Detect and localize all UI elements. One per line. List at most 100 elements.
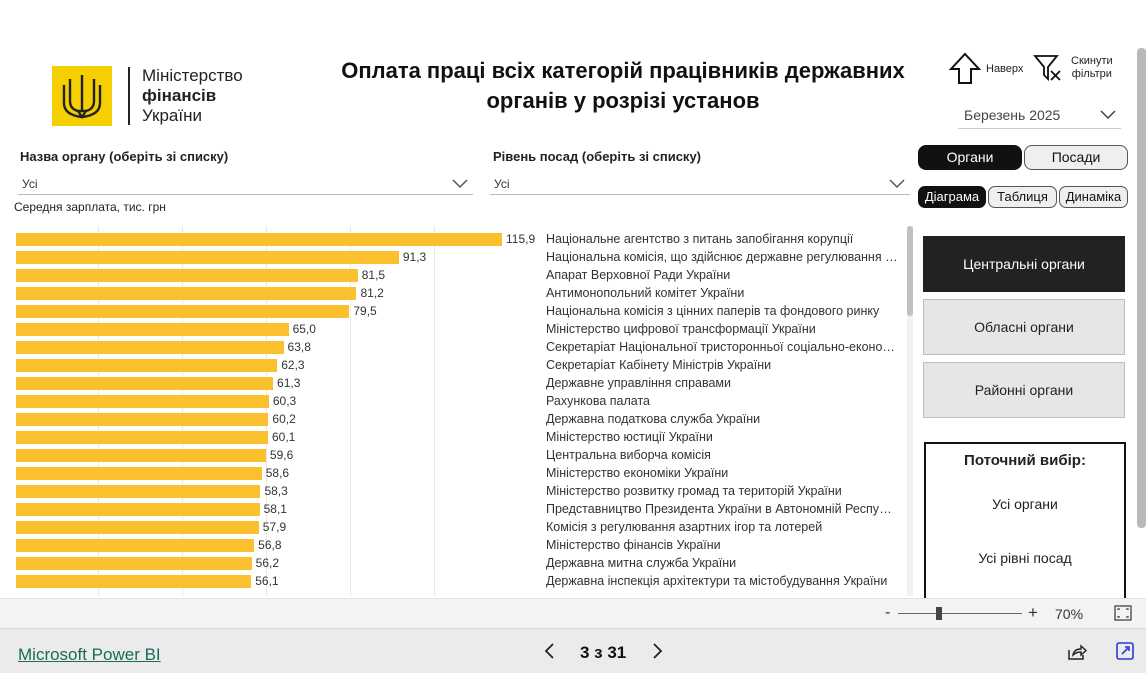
tab-table[interactable]: Таблиця xyxy=(988,186,1057,208)
chart-row[interactable]: 56,8 Міністерство фінансів України xyxy=(14,536,910,554)
chevron-down-icon xyxy=(889,179,905,189)
bar[interactable] xyxy=(16,377,274,390)
bar[interactable] xyxy=(16,269,358,282)
page-scrollbar[interactable] xyxy=(1137,48,1146,528)
bar[interactable] xyxy=(16,467,262,480)
bar[interactable] xyxy=(16,233,502,246)
toggle-organs[interactable]: Органи xyxy=(918,145,1022,170)
chart-row[interactable]: 60,2 Державна податкова служба України xyxy=(14,410,910,428)
bar[interactable] xyxy=(16,503,260,516)
current-positions: Усі рівні посад xyxy=(978,550,1072,566)
bar-category-label: Міністерство юстиції України xyxy=(546,430,713,444)
bar-category-label: Секретаріат Національної тристоронньої с… xyxy=(546,340,898,354)
chart-row[interactable]: 61,3 Державне управління справами xyxy=(14,374,910,392)
chart-row[interactable]: 60,3 Рахункова палата xyxy=(14,392,910,410)
bar[interactable] xyxy=(16,539,255,552)
logo-line-2: фінансів xyxy=(142,86,217,105)
fit-to-page-icon[interactable] xyxy=(1114,605,1132,621)
chart-row[interactable]: 63,8 Секретаріат Національної тристороннь… xyxy=(14,338,910,356)
logo-line-3: України xyxy=(142,106,202,125)
bar[interactable] xyxy=(16,251,399,264)
bar-value-label: 60,3 xyxy=(272,394,297,408)
zoom-slider-knob[interactable] xyxy=(936,607,942,620)
bar[interactable] xyxy=(16,521,259,534)
bar-category-label: Державне управління справами xyxy=(546,376,731,390)
bar[interactable] xyxy=(16,395,269,408)
bar-value-label: 58,1 xyxy=(263,502,287,516)
bar[interactable] xyxy=(16,485,261,498)
month-select[interactable]: Березень 2025 xyxy=(958,102,1121,129)
chart-row[interactable]: 65,0 Міністерство цифрової трансформації … xyxy=(14,320,910,338)
bar-value-label: 56,8 xyxy=(258,538,282,552)
page-indicator: 3 з 31 xyxy=(580,643,627,662)
chart-row[interactable]: 81,2 Антимонопольний комітет України xyxy=(14,284,910,302)
bar[interactable] xyxy=(16,359,278,372)
reset-filters-button[interactable]: Скинути фільтри xyxy=(1033,53,1113,83)
footer-bar: Microsoft Power BI 3 з 31 xyxy=(0,628,1146,673)
org-filter-dropdown[interactable]: Усі xyxy=(18,172,473,195)
next-page-button[interactable] xyxy=(650,642,664,665)
open-fullscreen-button[interactable] xyxy=(1116,642,1134,665)
chart-row[interactable]: 57,9 Комісія з регулювання азартних ігор … xyxy=(14,518,910,536)
bar-category-label: Національна комісія з цінних паперів та … xyxy=(546,304,880,318)
bar[interactable] xyxy=(16,323,289,336)
bar[interactable] xyxy=(16,557,252,570)
bar[interactable] xyxy=(16,575,252,588)
bar-value-label: 60,1 xyxy=(272,430,296,444)
level-filter-label: Рівень посад (оберіть зі списку) xyxy=(493,149,701,164)
tab-dynamics[interactable]: Динаміка xyxy=(1059,186,1128,208)
chart-row[interactable]: 56,1 Державна інспекція архітектури та мі… xyxy=(14,572,910,590)
zoom-slider-track[interactable] xyxy=(898,613,1022,614)
tab-diagram[interactable]: Діаграма xyxy=(918,186,986,208)
bar-category-label: Міністерство фінансів України xyxy=(546,538,721,552)
level-filter-value: Усі xyxy=(494,177,510,191)
chart-row[interactable]: 56,2 Державна митна служба України xyxy=(14,554,910,572)
chevron-down-icon xyxy=(452,179,468,189)
up-arrow-icon xyxy=(948,52,982,84)
chart-row[interactable]: 58,6 Міністерство економіки України xyxy=(14,464,910,482)
grid-line xyxy=(434,226,435,596)
zoom-in-button[interactable]: + xyxy=(1028,603,1038,622)
chart-row[interactable]: 59,6 Центральна виборча комісія xyxy=(14,446,910,464)
bar-value-label: 81,5 xyxy=(361,268,386,282)
reset-label-1: Скинути xyxy=(1071,55,1113,67)
zoom-out-button[interactable]: - xyxy=(885,604,891,621)
chart-scrollbar-thumb[interactable] xyxy=(907,226,913,316)
month-value: Березень 2025 xyxy=(964,107,1061,123)
chart-row[interactable]: 62,3 Секретаріат Кабінету Міністрів Украї… xyxy=(14,356,910,374)
district-organs-button[interactable]: Районні органи xyxy=(923,362,1125,418)
bar[interactable] xyxy=(16,413,269,426)
bar[interactable] xyxy=(16,431,268,444)
power-bi-link[interactable]: Microsoft Power BI xyxy=(18,645,161,664)
bar[interactable] xyxy=(16,449,266,462)
chart-row[interactable]: 91,3 Національна комісія, що здійснює дер… xyxy=(14,248,910,266)
bar[interactable] xyxy=(16,341,284,354)
bar[interactable] xyxy=(16,305,350,318)
central-organs-button[interactable]: Центральні органи xyxy=(923,236,1125,292)
zoom-level: 70% xyxy=(1055,606,1084,622)
bar-category-label: Рахункова палата xyxy=(546,394,650,408)
bar[interactable] xyxy=(16,287,357,300)
share-button[interactable] xyxy=(1067,643,1088,666)
salary-bar-chart: 115,9 Національне агентство з питань запо… xyxy=(14,226,910,596)
chart-row[interactable]: 58,3 Міністерство розвитку громад та тери… xyxy=(14,482,910,500)
chart-row[interactable]: 81,5 Апарат Верховної Ради України xyxy=(14,266,910,284)
chart-row[interactable]: 79,5 Національна комісія з цінних паперів… xyxy=(14,302,910,320)
filter-clear-icon xyxy=(1033,55,1061,82)
current-selection-title: Поточний вибір: xyxy=(964,452,1086,469)
chart-row[interactable]: 60,1 Міністерство юстиції України xyxy=(14,428,910,446)
bar-category-label: Державна податкова служба України xyxy=(546,412,761,426)
previous-page-button[interactable] xyxy=(543,642,557,665)
chart-row[interactable]: 58,1 Представництво Президента України в … xyxy=(14,500,910,518)
level-filter-dropdown[interactable]: Усі xyxy=(490,172,910,195)
bar-category-label: Представництво Президента України в Авто… xyxy=(546,502,898,516)
bar-value-label: 61,3 xyxy=(277,376,301,390)
chart-row[interactable]: 115,9 Національне агентство з питань запо… xyxy=(14,230,910,248)
go-top-button[interactable]: Наверх xyxy=(948,52,1023,86)
chart-scrollbar[interactable] xyxy=(907,226,913,596)
regional-organs-button[interactable]: Обласні органи xyxy=(923,299,1125,355)
bar-value-label: 62,3 xyxy=(281,358,305,372)
toggle-positions[interactable]: Посади xyxy=(1024,145,1128,170)
bar-value-label: 63,8 xyxy=(287,340,311,354)
